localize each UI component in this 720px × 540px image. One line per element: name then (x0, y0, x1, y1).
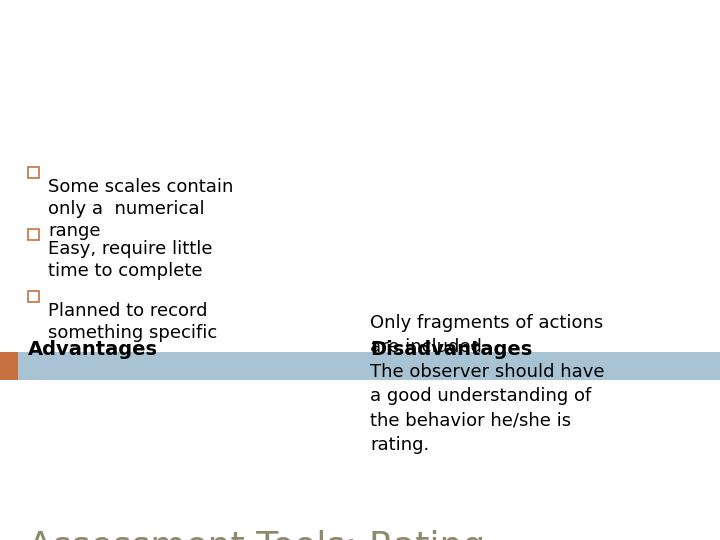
Bar (28, 291, 39, 302)
Text: Easy, require little
time to complete: Easy, require little time to complete (48, 240, 212, 280)
Text: Planned to record
something specific: Planned to record something specific (48, 302, 217, 342)
Text: Some scales contain
only a  numerical
range: Some scales contain only a numerical ran… (48, 178, 233, 240)
Bar (28, 167, 39, 178)
Text: Assessment Tools: Rating
Scales: Assessment Tools: Rating Scales (28, 530, 485, 540)
Bar (0, 352, 18, 380)
Bar (0, 352, 720, 380)
Bar (28, 229, 39, 240)
Text: Only fragments of actions
are included
The observer should have
a good understan: Only fragments of actions are included T… (370, 314, 605, 454)
Text: Advantages: Advantages (28, 340, 158, 359)
Text: Disadvantages: Disadvantages (370, 340, 532, 359)
